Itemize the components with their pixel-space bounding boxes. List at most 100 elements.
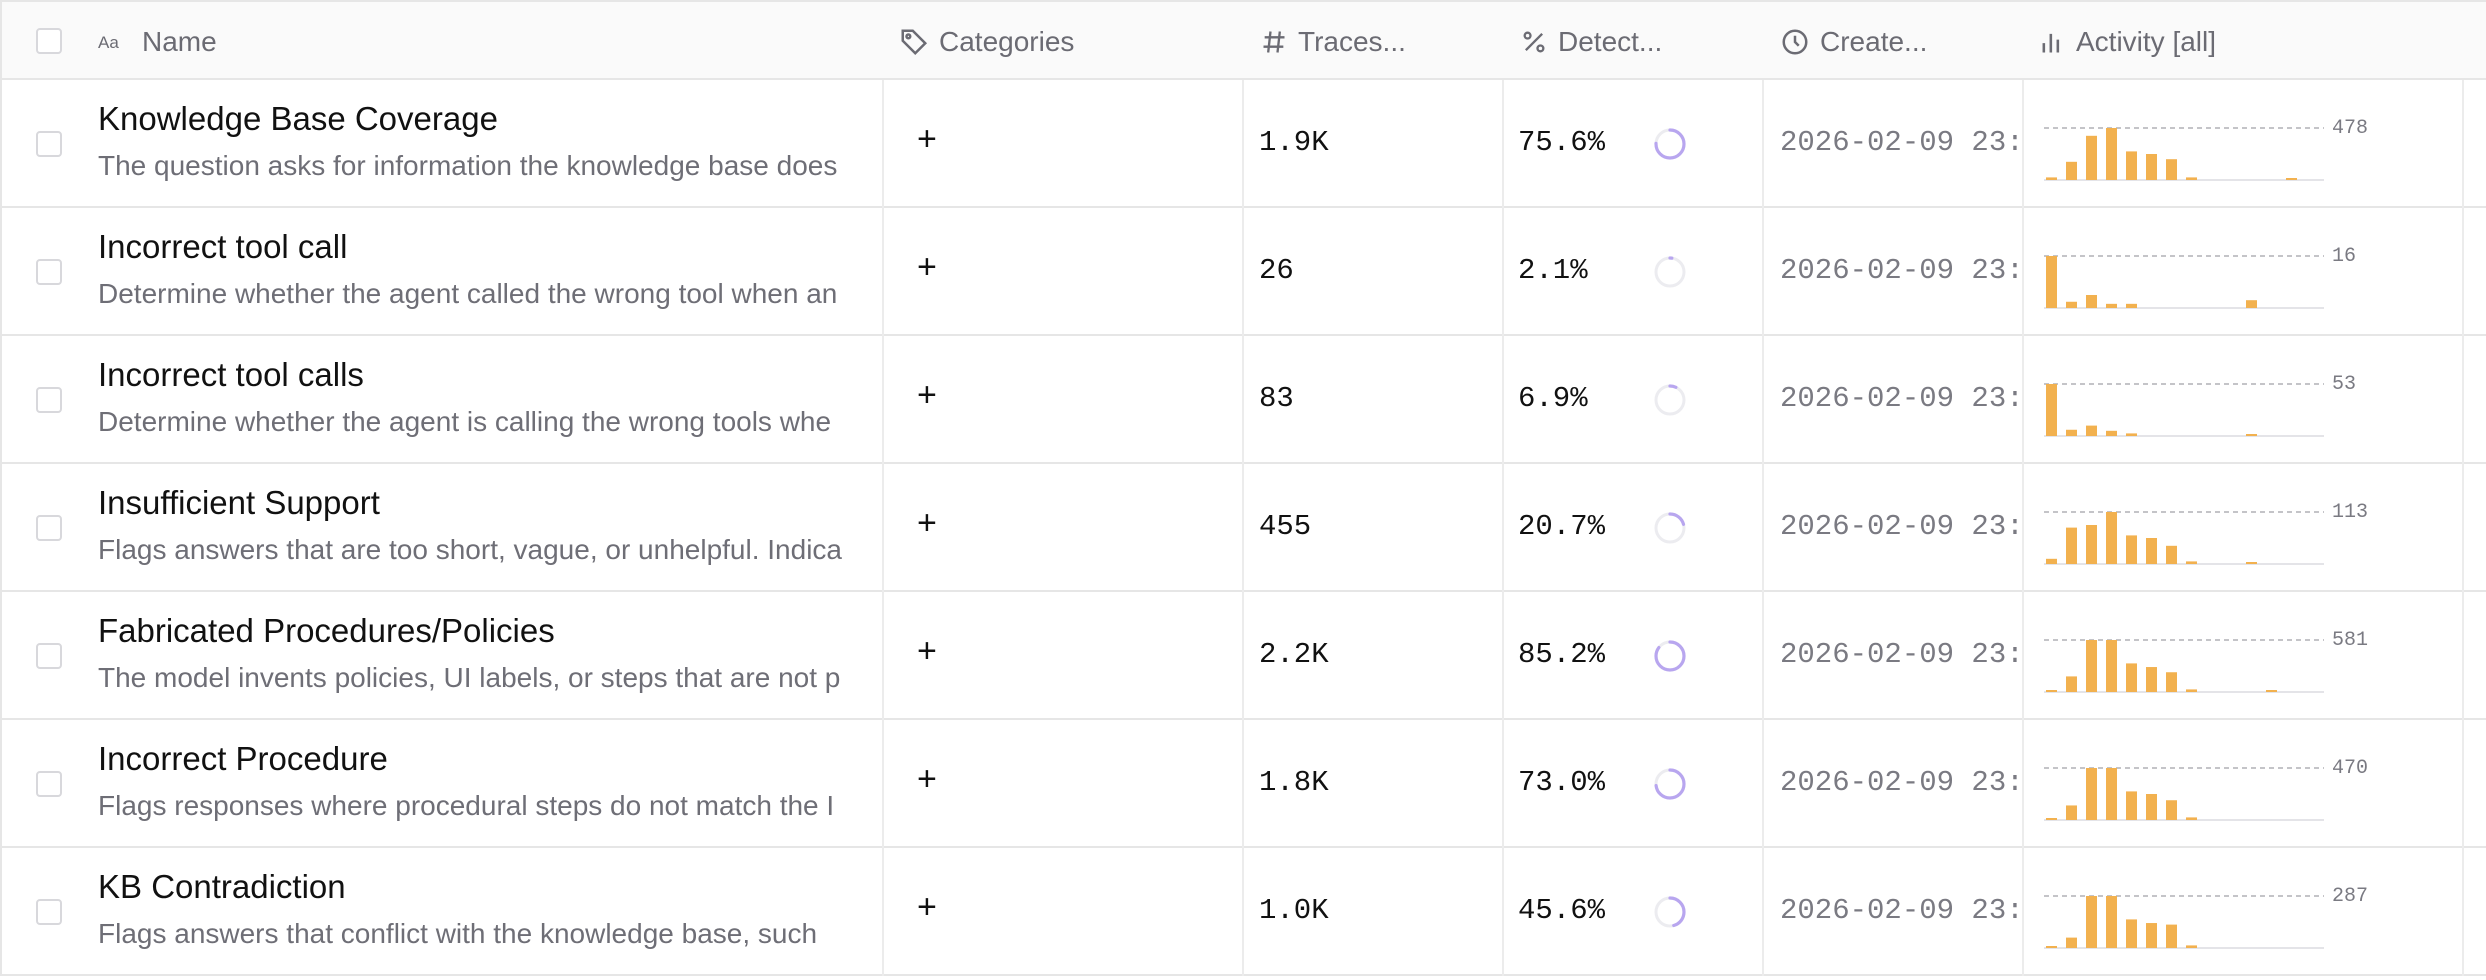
svg-text:Aa: Aa bbox=[98, 33, 119, 52]
activity-bar bbox=[2046, 690, 2057, 692]
activity-bar bbox=[2046, 256, 2057, 308]
traces-count: 455 bbox=[1259, 510, 1312, 543]
activity-sparkline: 113 bbox=[2044, 501, 2368, 565]
add-category-button[interactable]: + bbox=[917, 504, 937, 542]
table-row[interactable]: Incorrect tool call Determine whether the… bbox=[0, 208, 2486, 336]
activity-bar bbox=[2146, 794, 2157, 820]
row-select-checkbox[interactable] bbox=[36, 515, 62, 541]
column-header-categories-label: Categories bbox=[939, 26, 1075, 57]
row-select-checkbox[interactable] bbox=[36, 131, 62, 157]
detector-name[interactable]: Incorrect tool call bbox=[98, 228, 348, 265]
table-row[interactable]: Incorrect Procedure Flags responses where… bbox=[0, 720, 2486, 848]
detector-name[interactable]: Insufficient Support bbox=[98, 484, 380, 521]
column-header-name[interactable]: Aa Name bbox=[98, 2, 217, 82]
column-header-traces[interactable]: Traces... bbox=[1260, 2, 1406, 82]
add-category-button[interactable]: + bbox=[917, 120, 937, 158]
column-header-categories[interactable]: Categories bbox=[899, 2, 1074, 82]
table-row[interactable]: KB Contradiction Flags answers that confl… bbox=[0, 848, 2486, 976]
row-select-checkbox[interactable] bbox=[36, 643, 62, 669]
detector-description: The model invents policies, UI labels, o… bbox=[98, 662, 841, 693]
activity-max-label: 478 bbox=[2332, 117, 2368, 140]
table-row[interactable]: Knowledge Base Coverage The question asks… bbox=[0, 80, 2486, 208]
activity-bar bbox=[2066, 301, 2077, 308]
created-timestamp: 2026-02-09 23:3 bbox=[1780, 766, 2020, 799]
column-header-created[interactable]: Create... bbox=[1780, 2, 1927, 82]
column-header-activity[interactable]: Activity [all] bbox=[2038, 2, 2216, 82]
activity-bar bbox=[2266, 690, 2277, 692]
column-divider bbox=[2462, 336, 2464, 464]
column-divider bbox=[2462, 592, 2464, 720]
detector-description: Flags responses where procedural steps d… bbox=[98, 790, 835, 821]
activity-bar bbox=[2126, 791, 2137, 820]
detector-name[interactable]: Incorrect tool calls bbox=[98, 356, 364, 393]
column-divider bbox=[882, 80, 884, 208]
column-header-activity-label: Activity [all] bbox=[2076, 26, 2217, 57]
ring-progress bbox=[1654, 896, 1686, 928]
add-category-button[interactable]: + bbox=[917, 632, 937, 670]
column-divider bbox=[1242, 336, 1244, 464]
activity-sparkline: 470 bbox=[2044, 757, 2368, 821]
activity-bar bbox=[2166, 672, 2177, 692]
activity-bar bbox=[2166, 545, 2177, 564]
select-all-checkbox[interactable] bbox=[36, 28, 62, 54]
column-divider bbox=[882, 208, 884, 336]
add-category-button[interactable]: + bbox=[917, 760, 937, 798]
column-divider bbox=[1502, 464, 1504, 592]
created-timestamp: 2026-02-09 23:3 bbox=[1780, 894, 2020, 927]
column-divider bbox=[1242, 720, 1244, 848]
column-divider bbox=[1502, 80, 1504, 208]
row-select-checkbox[interactable] bbox=[36, 899, 62, 925]
activity-sparkline: 581 bbox=[2044, 629, 2368, 693]
column-divider bbox=[1242, 848, 1244, 976]
row-select-checkbox[interactable] bbox=[36, 387, 62, 413]
row-select-checkbox[interactable] bbox=[36, 771, 62, 797]
detect-rate: 6.9% bbox=[1518, 382, 1588, 415]
activity-bar bbox=[2106, 896, 2117, 948]
table-row[interactable]: Incorrect tool calls Determine whether th… bbox=[0, 336, 2486, 464]
bar-chart-icon bbox=[2042, 33, 2060, 53]
column-divider bbox=[882, 336, 884, 464]
activity-max-label: 16 bbox=[2332, 245, 2356, 268]
ring-progress bbox=[1654, 512, 1686, 544]
activity-bar bbox=[2186, 177, 2197, 180]
column-divider bbox=[2022, 208, 2024, 336]
detector-name[interactable]: KB Contradiction bbox=[98, 868, 346, 905]
column-divider bbox=[882, 592, 884, 720]
activity-bar bbox=[2106, 512, 2117, 564]
detector-name[interactable]: Knowledge Base Coverage bbox=[98, 100, 498, 137]
table-row[interactable]: Fabricated Procedures/Policies The model … bbox=[0, 592, 2486, 720]
row-select-checkbox[interactable] bbox=[36, 259, 62, 285]
table-header: Aa Name Categories Traces... Detect... bbox=[0, 0, 2486, 80]
table-row[interactable]: Insufficient Support Flags answers that a… bbox=[0, 464, 2486, 592]
detector-name[interactable]: Fabricated Procedures/Policies bbox=[98, 612, 555, 649]
column-header-detect-label: Detect... bbox=[1558, 26, 1663, 57]
ring-progress bbox=[1654, 768, 1686, 800]
detect-rate: 75.6% bbox=[1518, 126, 1606, 159]
activity-bar bbox=[2066, 805, 2077, 820]
add-category-button[interactable]: + bbox=[917, 248, 937, 286]
activity-bar bbox=[2126, 151, 2137, 180]
detector-name[interactable]: Incorrect Procedure bbox=[98, 740, 388, 777]
column-header-created-label: Create... bbox=[1820, 26, 1928, 57]
detector-description: The question asks for information the kn… bbox=[98, 150, 838, 181]
column-divider bbox=[2462, 80, 2464, 208]
detect-rate: 73.0% bbox=[1518, 766, 1606, 799]
created-timestamp: 2026-02-09 23:3 bbox=[1780, 382, 2020, 415]
add-category-button[interactable]: + bbox=[917, 888, 937, 926]
column-header-detect[interactable]: Detect... bbox=[1520, 2, 1662, 82]
column-divider bbox=[2462, 464, 2464, 592]
activity-bar bbox=[2106, 640, 2117, 692]
activity-bar bbox=[2126, 663, 2137, 692]
activity-bar bbox=[2046, 818, 2057, 820]
activity-bar bbox=[2046, 177, 2057, 180]
activity-bar bbox=[2186, 945, 2197, 948]
column-divider bbox=[1502, 592, 1504, 720]
add-category-button[interactable]: + bbox=[917, 376, 937, 414]
activity-bar bbox=[2086, 896, 2097, 948]
detect-rate-ring bbox=[1654, 768, 1686, 800]
hash-icon bbox=[1263, 31, 1285, 53]
activity-bar bbox=[2066, 429, 2077, 436]
column-divider bbox=[1242, 592, 1244, 720]
column-divider bbox=[882, 464, 884, 592]
detect-rate-ring bbox=[1654, 896, 1686, 928]
